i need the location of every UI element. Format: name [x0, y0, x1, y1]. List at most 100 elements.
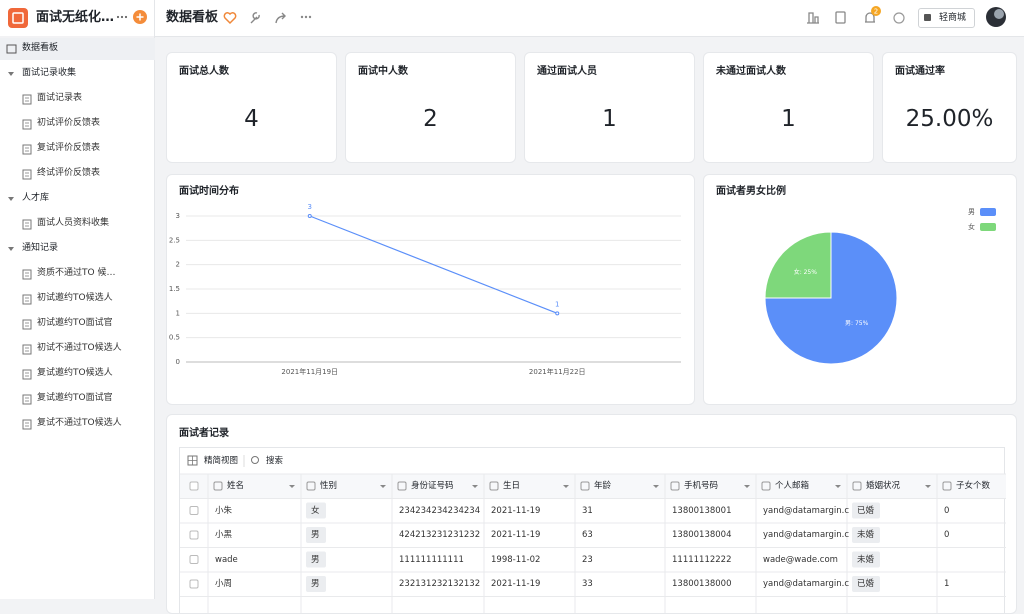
- line: [309, 215, 558, 314]
- active-item-bg: [0, 38, 155, 60]
- kpi-value: 1: [781, 106, 796, 132]
- kpi-value: 4: [244, 106, 259, 132]
- column-header[interactable]: 个人邮箱: [775, 481, 810, 491]
- nav-item[interactable]: 面试人员资料收集: [37, 218, 110, 228]
- kpi-label: 面试总人数: [179, 66, 229, 77]
- add-glyph: [136, 13, 144, 21]
- shop-button[interactable]: 轻商城: [918, 8, 975, 28]
- table-grid: 精简视图 搜索 姓名 性别 身份证号码 生日 年龄 手机号码 个人邮箱 婚姻状况 子女个数 小朱 女 23…: [179, 447, 1006, 613]
- badge: [871, 6, 881, 16]
- column-type-icon: [397, 481, 407, 491]
- kpi-label: 未通过面试人数: [716, 66, 786, 77]
- point: [307, 214, 312, 218]
- nav-item[interactable]: 初试不通过TO候选人: [37, 343, 122, 353]
- column-type-icon: [852, 481, 862, 491]
- cell: 11111112222: [672, 554, 732, 565]
- nav-item[interactable]: 面试记录表: [37, 93, 83, 103]
- nav-item[interactable]: 初试邀约TO面试官: [37, 318, 113, 328]
- more-dot: [120, 15, 124, 19]
- icon-layer: [180, 455, 1006, 613]
- kpi-label: 面试中人数: [358, 66, 408, 77]
- share-icon: [275, 12, 286, 24]
- column-header[interactable]: 子女个数: [956, 481, 991, 491]
- row-checkbox: [189, 579, 199, 589]
- form-icon: [22, 144, 32, 155]
- cell: yand@datamargin.c: [763, 505, 850, 516]
- nav-item[interactable]: 终试评价反馈表: [37, 168, 101, 178]
- more-dot: [308, 15, 312, 19]
- app-icon: [8, 8, 28, 28]
- cell: 小黑: [215, 530, 233, 540]
- y-tick-label: 0.5: [169, 334, 180, 342]
- kpi-value: 1: [602, 106, 617, 132]
- expand-caret: [8, 247, 14, 251]
- chart-title: 面试者男女比例: [716, 186, 786, 197]
- nav-item[interactable]: 复试邀约TO候选人: [37, 368, 113, 378]
- x-tick-label: 2021年11月19日: [281, 367, 338, 376]
- column-type-icon: [761, 481, 771, 491]
- cell: 232131232132132: [399, 579, 481, 589]
- form-icon: [22, 119, 32, 130]
- favorite-icon: [223, 12, 237, 25]
- cell: 63: [582, 530, 593, 540]
- dashboard-icon: [6, 44, 17, 54]
- kpi-card: 面试中人数 2: [345, 52, 516, 163]
- row-checkbox: [189, 506, 199, 515]
- slice-label: 女: 25%: [794, 268, 818, 276]
- kpi-value: 25.00%: [905, 106, 994, 132]
- nav-group[interactable]: 通知记录: [22, 243, 59, 253]
- page-title: 数据看板: [166, 10, 219, 25]
- point: [555, 311, 560, 316]
- nav-item[interactable]: 初试邀约TO候选人: [37, 293, 113, 303]
- tag-bg: [852, 527, 880, 543]
- cell: wade@wade.com: [763, 554, 838, 565]
- nav-item[interactable]: 复试不通过TO候选人: [37, 418, 122, 428]
- settings-icon: [250, 12, 260, 24]
- form-icon-lines: [25, 397, 29, 402]
- header-bg: [180, 474, 1006, 499]
- cell: yand@datamargin.c: [763, 530, 850, 540]
- cell: 小朱: [215, 505, 233, 516]
- y-tick-label: 1.5: [169, 285, 180, 293]
- legend-swatch: [980, 223, 996, 231]
- app-icon-glyph: [12, 12, 24, 24]
- tag-bg: [852, 502, 880, 519]
- column-header[interactable]: 身份证号码: [411, 481, 454, 491]
- nav-group[interactable]: 面试记录收集: [22, 68, 77, 78]
- cell: 2021-11-19: [491, 530, 541, 540]
- cell: 33: [582, 579, 593, 589]
- column-header[interactable]: 婚姻状况: [866, 481, 901, 491]
- nav-group[interactable]: 人才库: [22, 193, 50, 203]
- column-header[interactable]: 手机号码: [684, 481, 719, 491]
- toolbar-button[interactable]: 搜索: [266, 456, 284, 466]
- column-header[interactable]: 姓名: [227, 481, 245, 491]
- row-checkbox: [189, 530, 199, 540]
- nav-item[interactable]: 复试邀约TO面试官: [37, 393, 113, 403]
- nav-item[interactable]: 数据看板: [22, 43, 59, 53]
- search-icon: [251, 456, 259, 464]
- form-icon-lines: [25, 122, 29, 127]
- cell: 13800138004: [672, 530, 732, 540]
- sort-caret: [563, 485, 569, 488]
- value-label: 1: [555, 300, 559, 308]
- nav-item[interactable]: 初试评价反馈表: [37, 118, 101, 128]
- sort-caret: [925, 485, 931, 488]
- column-header[interactable]: 年龄: [594, 481, 612, 491]
- tag-bg: [306, 551, 326, 568]
- column-header[interactable]: 性别: [320, 481, 338, 491]
- cell: 2021-11-19: [491, 505, 541, 516]
- kpi-card: 面试通过率 25.00%: [882, 52, 1017, 163]
- sort-caret: [380, 485, 386, 488]
- sort-caret: [472, 485, 478, 488]
- column-header[interactable]: 生日: [503, 481, 521, 491]
- form-icon: [22, 94, 32, 105]
- toolbar-button[interactable]: 精简视图: [204, 456, 239, 466]
- form-icon-lines: [25, 222, 29, 227]
- cell: 13800138001: [672, 505, 732, 516]
- more-dot: [304, 15, 308, 19]
- form-icon: [22, 294, 32, 305]
- nav-item[interactable]: 复试评价反馈表: [37, 143, 101, 153]
- chart-title: 面试时间分布: [179, 186, 239, 197]
- nav-item[interactable]: 资质不通过TO 候…: [37, 268, 116, 278]
- help-icon: [893, 12, 905, 24]
